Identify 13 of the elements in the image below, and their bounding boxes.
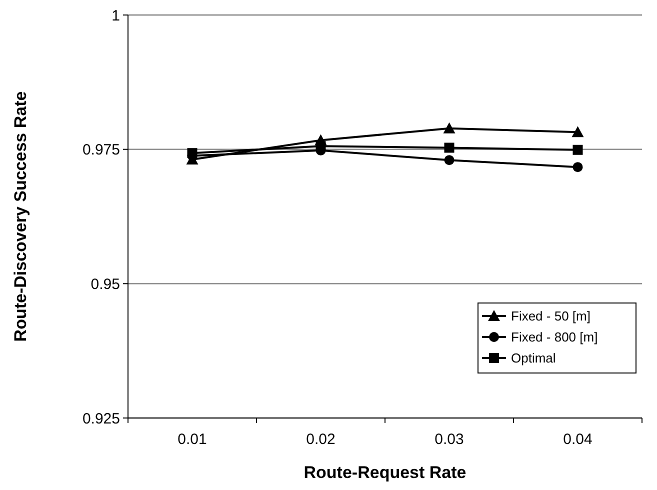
x-tick-label: 0.03 [434,431,464,448]
y-tick-label: 1 [112,7,120,24]
y-tick-label: 0.925 [82,410,120,428]
x-tick-label: 0.02 [306,431,336,448]
legend-label: Optimal [511,350,556,366]
x-axis-title: Route-Request Rate [304,463,466,482]
y-tick-label: 0.975 [82,142,120,159]
y-tick-label: 0.95 [90,276,120,293]
y-axis-title: Route-Discovery Success Rate [11,91,30,342]
legend-label: Fixed - 50 [m] [511,308,590,324]
x-tick-label: 0.04 [563,431,592,448]
x-tick-label: 0.01 [178,431,207,448]
legend-label: Fixed - 800 [m] [511,330,598,345]
